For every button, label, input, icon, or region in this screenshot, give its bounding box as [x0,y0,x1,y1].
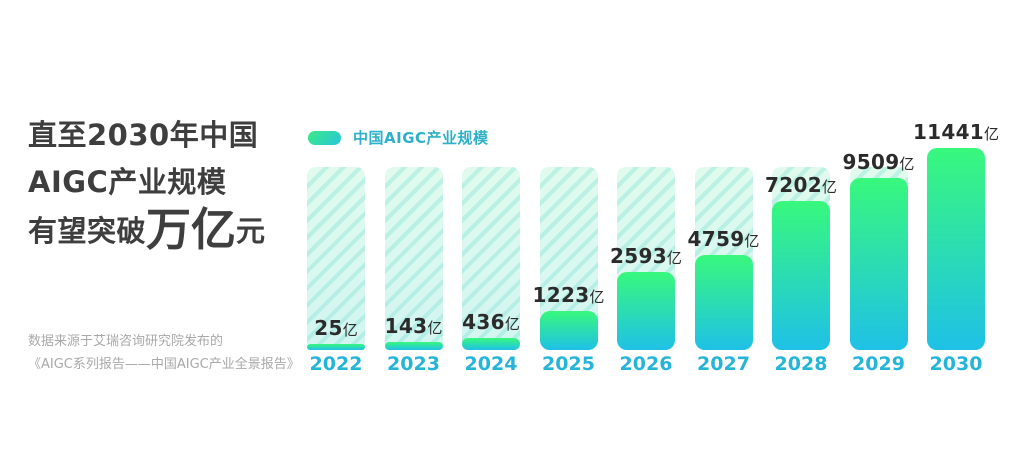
headline: 直至2030年中国 AIGC产业规模 有望突破万亿元 [28,112,266,255]
bar-value-number: 2593 [610,244,667,268]
bar-value-number: 11441 [912,120,985,144]
bar-placeholder [307,167,365,350]
category-label-2026: 2026 [619,353,673,375]
category-label-2024: 2024 [464,353,518,375]
bar-value-unit: 亿 [744,232,760,250]
bar-value-unit: 亿 [589,288,605,306]
bar-column-2028: 7202亿 2028 [765,167,837,375]
bar-2026 [617,272,675,350]
bar-value-unit: 亿 [666,249,682,267]
category-label-2022: 2022 [309,353,363,375]
bar-value-number: 25 [314,316,343,340]
bar-column-2030: 11441亿 2030 [913,120,999,375]
bar-value-label: 11441亿 [913,120,999,144]
bar-value-number: 7202 [765,173,822,197]
bar-column-2025: 1223亿 2025 [533,167,604,375]
bar-value-number: 143 [384,314,428,338]
headline-line-2: AIGC产业规模 [28,165,227,199]
headline-line-3-prefix: 有望突破 [28,214,147,248]
category-label-2028: 2028 [774,353,828,375]
bar-2027 [694,255,753,350]
bar-2022 [307,344,365,350]
bar-value-number: 9509 [842,150,900,174]
bar-column-2027: 4759亿 2027 [688,167,759,375]
bar-2024 [462,338,520,350]
bar-value-label: 436亿 [462,310,520,334]
source-line-1: 数据来源于艾瑞咨询研究院发布的 [28,334,224,349]
legend-label: 中国AIGC产业规模 [353,129,489,147]
headline-line-3-suffix: 元 [236,214,266,248]
bar-placeholder [384,167,443,350]
bar-value-unit: 亿 [427,319,443,337]
data-source-note: 数据来源于艾瑞咨询研究院发布的 《AIGC系列报告——中国AIGC产业全景报告》 [28,330,300,376]
bar-value-label: 143亿 [385,314,443,338]
category-label-2027: 2027 [697,353,750,375]
bar-2028 [772,201,830,350]
bar-value-label: 7202亿 [765,173,837,197]
headline-line-1: 直至2030年中国 [28,118,259,152]
bar-value-unit: 亿 [342,321,358,339]
category-label-2030: 2030 [929,353,983,375]
bar-column-2022: 25亿 2022 [307,167,365,375]
bar-column-2026: 2593亿 2026 [610,167,682,375]
chart-legend: 中国AIGC产业规模 [308,127,489,148]
bar-2023 [384,342,443,350]
headline-line-3: 有望突破万亿元 [28,206,266,255]
bar-2029 [849,178,908,350]
bar-value-label: 1223亿 [533,283,605,307]
bar-2025 [539,311,598,350]
bar-value-unit: 亿 [821,178,837,196]
bar-2030 [927,148,985,350]
bar-value-unit: 亿 [899,155,915,173]
bar-value-label: 2593亿 [610,244,682,268]
category-label-2025: 2025 [542,353,595,375]
bar-value-label: 4759亿 [688,227,760,251]
bar-value-unit: 亿 [504,315,520,333]
legend-swatch-icon [308,130,341,145]
bar-value-number: 1223 [532,283,590,307]
bar-column-2029: 9509亿 2029 [843,150,915,375]
bar-column-2024: 436亿 2024 [462,167,520,375]
bar-value-number: 436 [462,310,505,334]
bar-placeholder [462,167,520,350]
source-line-2: 《AIGC系列报告——中国AIGC产业全景报告》 [28,357,300,372]
bar-value-label: 9509亿 [843,150,915,174]
bar-value-label: 25亿 [314,316,357,340]
bar-column-2023: 143亿 2023 [384,167,443,375]
bar-value-number: 4759 [687,227,745,251]
category-label-2029: 2029 [852,353,905,375]
category-label-2023: 2023 [387,353,440,375]
headline-emphasis: 万亿 [146,203,237,256]
bar-value-unit: 亿 [984,125,1000,143]
